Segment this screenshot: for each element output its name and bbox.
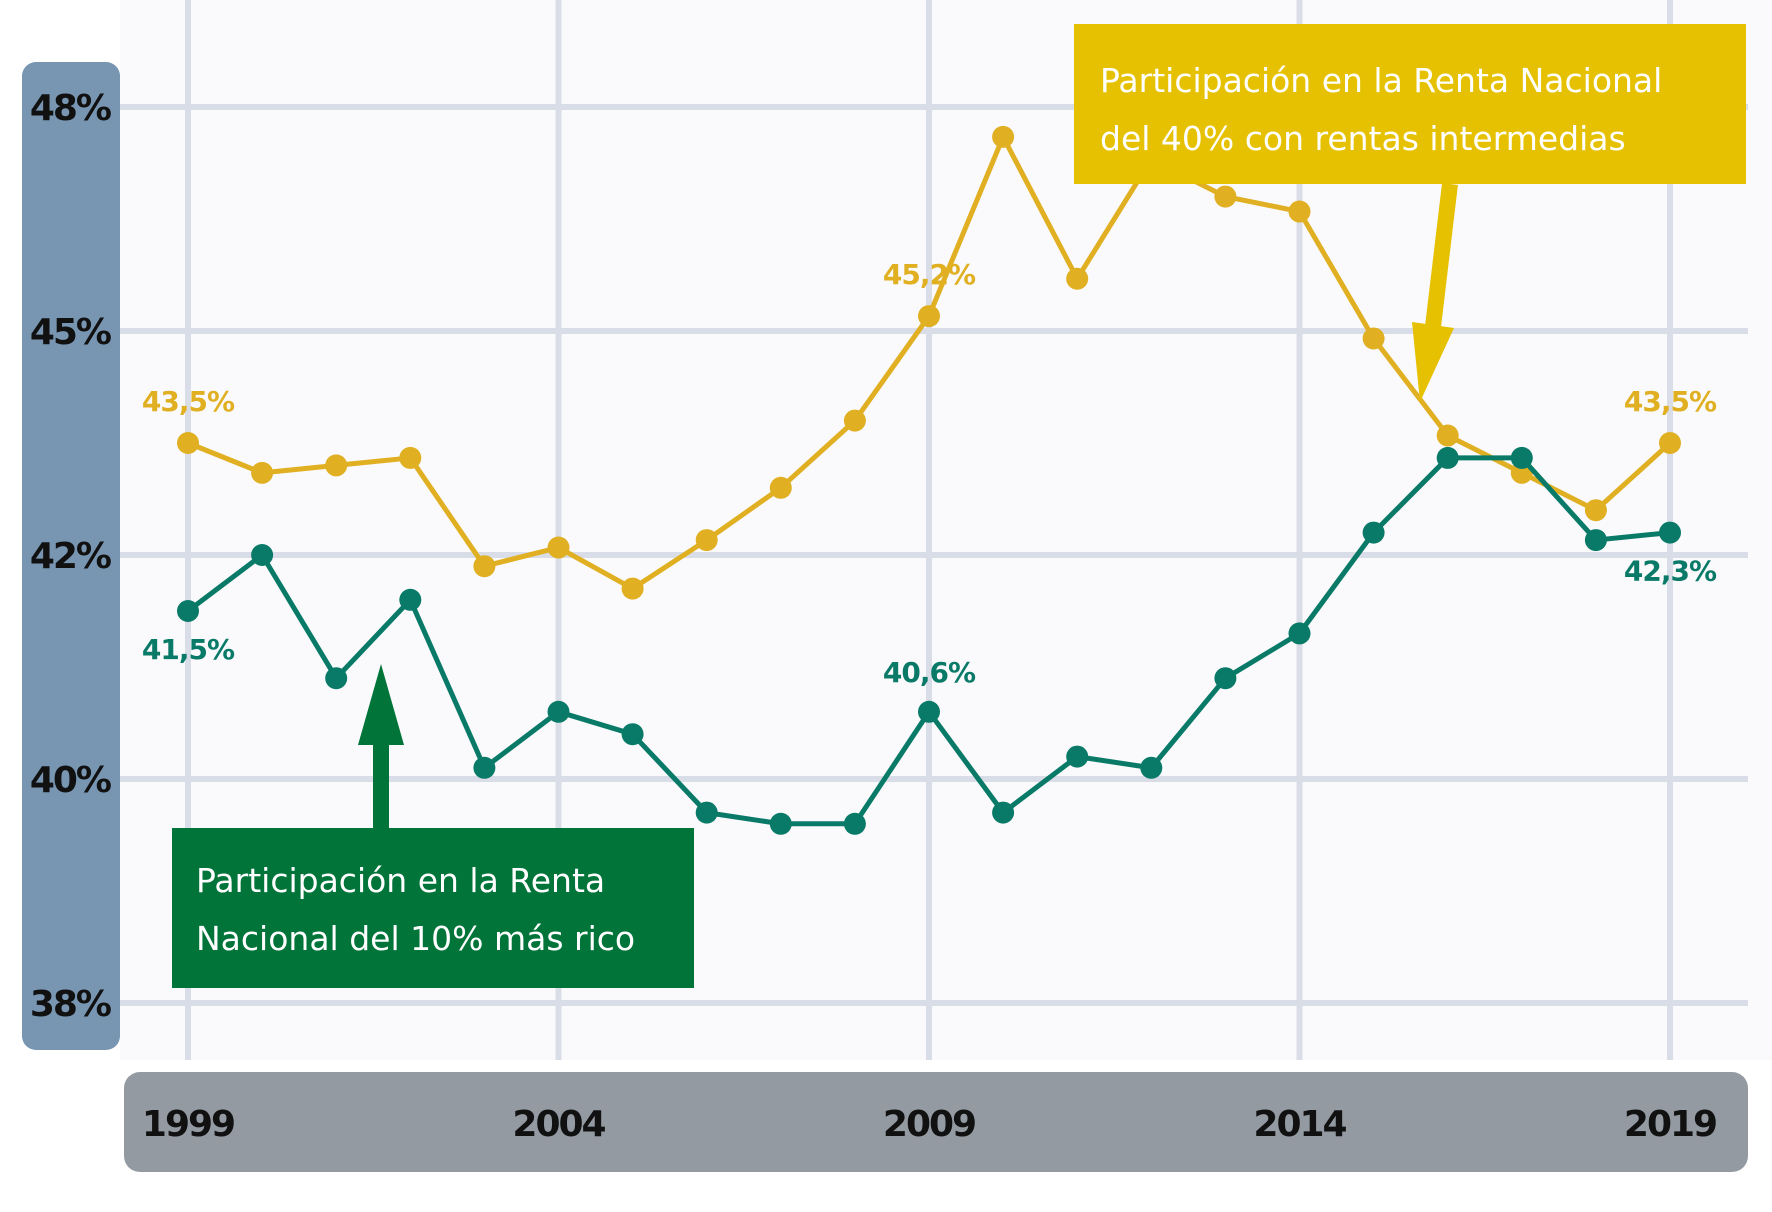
top10-callout: Participación en la Renta Nacional del 1… [172,664,694,988]
top10-point [1584,529,1607,552]
top10-series: 41,5% 40,6% 42,3% [142,446,1718,835]
middle40-data-label: 43,5% [142,385,235,418]
middle40-point [399,446,422,469]
top10-point [695,801,718,824]
x-tick-label: 1999 [142,1104,234,1145]
top10-point [399,588,422,611]
middle40-callout-line2: del 40% con rentas intermedias [1100,119,1626,158]
middle40-point [1066,267,1089,290]
top10-point [1362,521,1385,544]
middle40-point [1288,200,1311,223]
y-axis-ticks: 38% 40% 42% 45% 48% [30,88,113,1025]
top10-point [1659,521,1681,544]
middle40-point [1584,499,1607,522]
x-tick-label: 2009 [883,1104,975,1145]
top10-data-label: 42,3% [1624,555,1717,588]
middle40-point [1659,432,1681,454]
top10-arrow-head [358,664,404,745]
middle40-data-label: 43,5% [1624,385,1717,418]
x-axis-band [124,1072,1748,1172]
top10-data-label: 40,6% [883,656,976,689]
middle40-arrow-head [1412,322,1454,402]
middle40-point [1436,424,1459,447]
middle40-point [547,536,570,559]
top10-point [251,544,274,566]
y-tick-label: 42% [30,536,111,577]
top10-point [1066,745,1089,768]
middle40-point [918,305,940,328]
x-tick-label: 2019 [1624,1104,1716,1145]
y-tick-label: 38% [30,984,111,1025]
top10-point [992,801,1015,824]
middle40-data-label: 45,2% [883,258,976,291]
y-tick-label: 45% [30,312,111,353]
middle40-callout-line1: Participación en la Renta Nacional [1100,61,1662,100]
top10-point [177,600,199,622]
top10-point [1510,446,1533,469]
y-tick-label: 48% [30,88,111,129]
top10-data-label: 41,5% [142,633,235,666]
x-tick-label: 2014 [1253,1104,1346,1145]
middle40-point [325,454,348,477]
top10-point [547,700,570,723]
x-axis-ticks: 1999 2004 2009 2014 2019 [142,1104,1718,1145]
top10-point [1436,446,1459,469]
y-axis-band [22,62,120,1050]
top10-point [1140,756,1163,779]
middle40-callout-box [1074,24,1746,184]
top10-callout-arrow [358,664,404,828]
top10-point [1214,667,1237,690]
top10-point [473,756,496,779]
y-tick-label: 40% [30,760,111,801]
top10-point [918,700,940,723]
top10-point [769,812,792,835]
top10-callout-box [172,828,694,988]
middle40-point [843,409,866,432]
middle40-arrow-shaft [1424,183,1458,336]
middle40-point [769,476,792,499]
middle40-series: 43,5% 45,2% 43,5% [142,125,1718,600]
middle40-callout: Participación en la Renta Nacional del 4… [1074,24,1746,402]
middle40-point [621,577,644,600]
top10-point [325,667,348,690]
middle40-point [177,432,199,454]
top10-callout-line1: Participación en la Renta [196,861,605,900]
top10-point [621,723,644,746]
top10-point [1288,622,1311,645]
middle40-point [251,461,274,484]
middle40-point [1362,327,1385,350]
series-layer: 43,5% 45,2% 43,5% 41,5% 40,6% 42,3% [142,125,1718,835]
top10-point [843,812,866,835]
middle40-point [992,125,1015,148]
middle40-callout-arrow [1412,183,1458,402]
middle40-point [1214,185,1237,208]
middle40-point [695,529,718,552]
top10-callout-line2: Nacional del 10% más rico [196,919,635,958]
middle40-point [473,555,496,578]
x-tick-label: 2004 [512,1104,605,1145]
